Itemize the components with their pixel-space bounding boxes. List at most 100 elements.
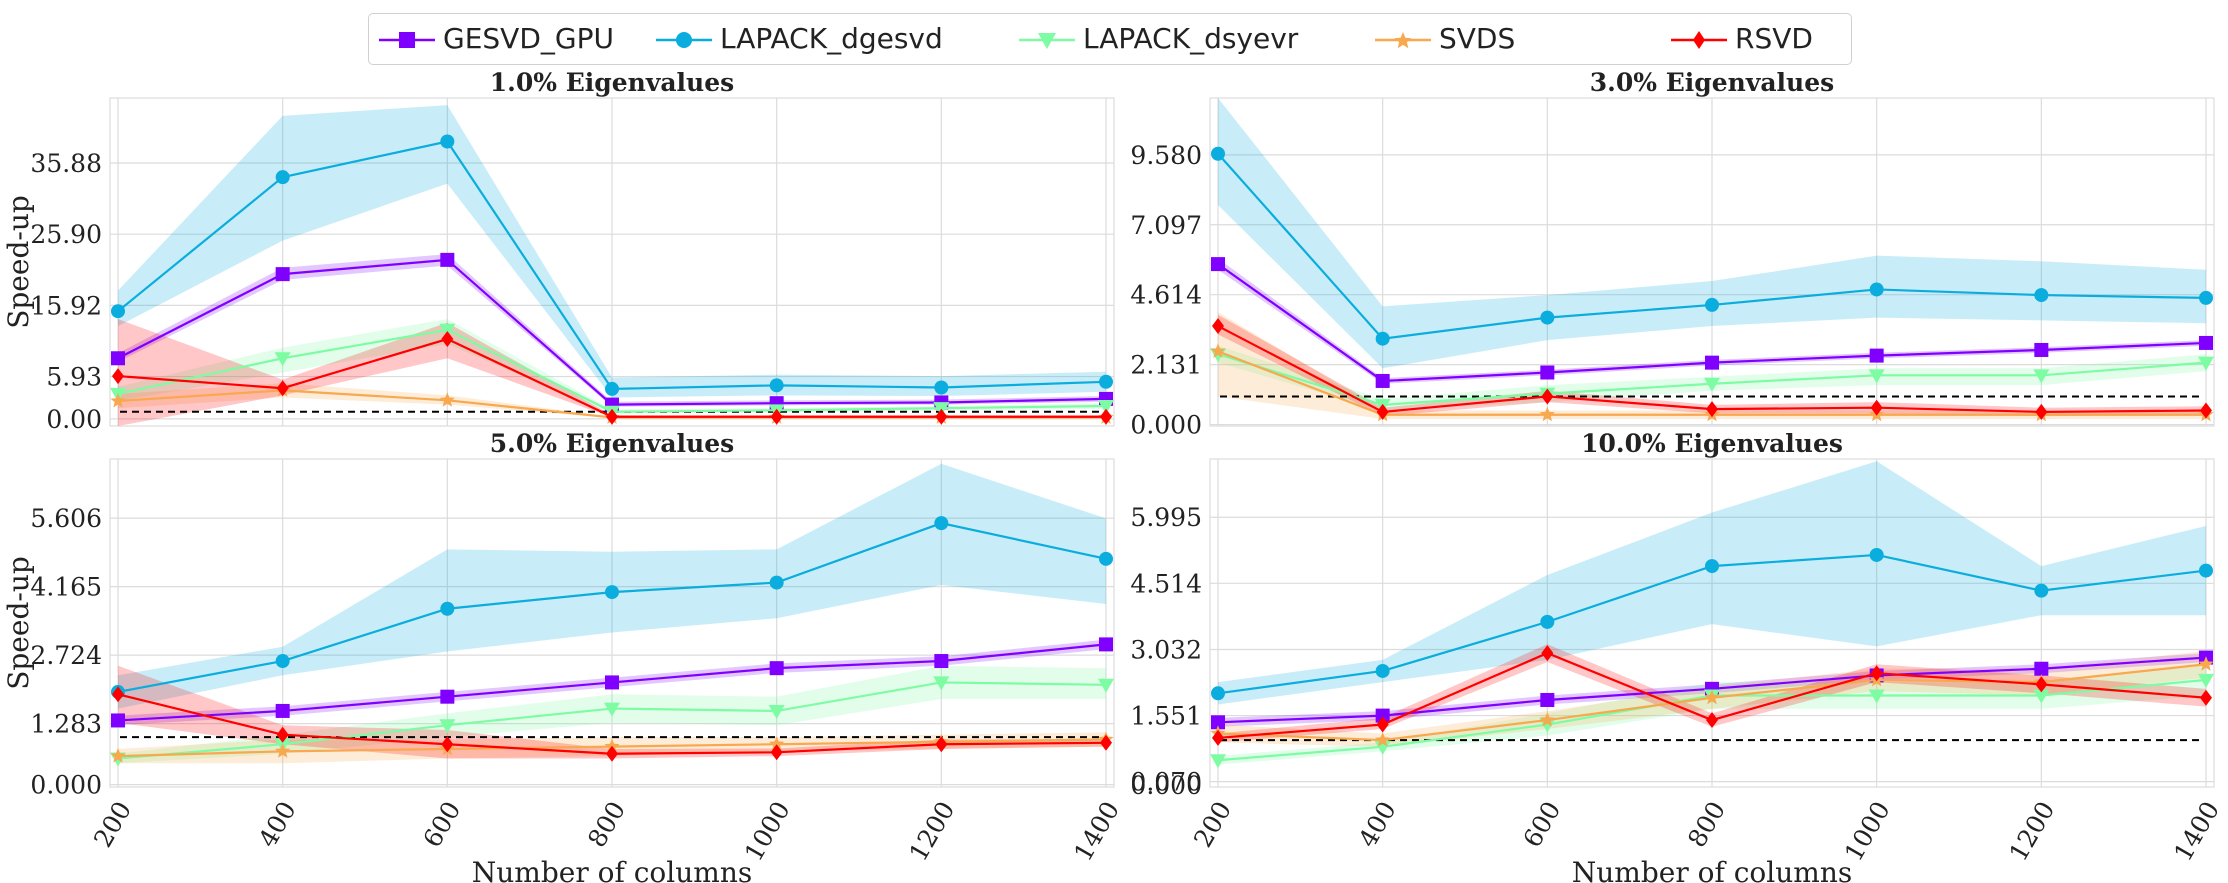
data-point-lapack-dgesvd xyxy=(2034,583,2049,598)
data-point-gesvd-gpu xyxy=(275,267,290,282)
data-point-lapack-dgesvd xyxy=(769,575,784,590)
data-point-lapack-dgesvd xyxy=(1099,374,1113,389)
legend: GESVD_GPU LAPACK_dgesvd LAPACK_dsyevr SV… xyxy=(368,13,1852,65)
data-point-rsvd xyxy=(2035,676,2048,693)
legend-label: GESVD_GPU xyxy=(443,22,614,55)
data-point-gesvd-gpu xyxy=(2199,335,2213,350)
data-point-lapack-dgesvd xyxy=(1705,559,1719,574)
data-point-gesvd-gpu xyxy=(2034,342,2049,357)
data-point-rsvd xyxy=(112,368,124,385)
data-point-rsvd xyxy=(441,331,454,348)
data-point-rsvd xyxy=(2035,403,2048,420)
data-point-lapack-dsyevr xyxy=(1098,678,1114,693)
data-point-rsvd xyxy=(1706,712,1718,729)
data-point-lapack-dsyevr xyxy=(2198,356,2214,371)
data-point-lapack-dgesvd xyxy=(2199,563,2213,578)
data-point-gesvd-gpu xyxy=(934,654,949,669)
data-point-lapack-dgesvd xyxy=(275,654,290,669)
data-point-lapack-dgesvd xyxy=(1540,310,1555,325)
data-point-lapack-dgesvd xyxy=(1375,663,1390,678)
data-point-gesvd-gpu xyxy=(605,675,619,690)
chart-panel-1-0-eigenvalues: 0.00 5.93 15.92 25.90 35.88 1.0% Eigenvalues S… xyxy=(2,68,1115,434)
y-tick-label: 7.097 xyxy=(1130,211,1202,240)
data-point-gesvd-gpu xyxy=(111,351,125,366)
chart-title: 1.0% Eigenvalues xyxy=(490,68,734,97)
confidence-band-svds xyxy=(118,383,1106,419)
y-tick-label: 1.283 xyxy=(30,710,102,739)
x-tick-label: 200 xyxy=(1188,796,1237,852)
x-tick-label: 1200 xyxy=(904,796,961,866)
data-point-lapack-dgesvd xyxy=(1211,686,1225,701)
confidence-band-rsvd xyxy=(118,319,1106,426)
data-point-lapack-dgesvd xyxy=(2034,288,2049,303)
data-point-gesvd-gpu xyxy=(275,703,290,718)
data-point-lapack-dgesvd xyxy=(440,134,455,149)
data-point-lapack-dgesvd xyxy=(1869,547,1884,562)
data-point-lapack-dsyevr xyxy=(604,702,620,717)
data-point-rsvd xyxy=(606,408,618,425)
data-point-lapack-dsyevr xyxy=(1210,754,1226,769)
data-point-svds xyxy=(439,392,455,407)
data-point-lapack-dsyevr xyxy=(2198,673,2214,688)
data-point-rsvd xyxy=(935,736,948,753)
y-tick-label: 5.995 xyxy=(1130,503,1202,532)
confidence-band-lapack-dgesvd xyxy=(1218,98,2206,369)
data-point-rsvd xyxy=(112,686,124,703)
data-point-rsvd xyxy=(1100,734,1112,751)
data-point-rsvd xyxy=(606,745,618,762)
data-point-rsvd xyxy=(1376,716,1389,733)
legend-label: SVDS xyxy=(1439,22,1516,55)
data-point-lapack-dgesvd xyxy=(440,601,455,616)
y-tick-label: 0.000 xyxy=(30,771,102,800)
x-tick-label: 600 xyxy=(1517,796,1566,852)
legend-label: LAPACK_dsyevr xyxy=(1083,22,1299,55)
data-point-rsvd xyxy=(1706,401,1718,418)
data-point-rsvd xyxy=(935,408,948,425)
data-point-lapack-dgesvd xyxy=(1375,331,1390,346)
data-point-lapack-dsyevr xyxy=(1868,689,1885,704)
x-tick-label: 600 xyxy=(417,796,466,852)
data-point-gesvd-gpu xyxy=(1375,708,1390,723)
y-tick-label: 2.131 xyxy=(1130,351,1202,380)
y-tick-label: 5.606 xyxy=(30,504,102,533)
data-point-lapack-dgesvd xyxy=(2199,290,2213,305)
data-point-rsvd xyxy=(1870,665,1883,682)
data-point-lapack-dsyevr xyxy=(1704,377,1720,392)
x-tick-label: 800 xyxy=(1682,796,1731,852)
data-point-rsvd xyxy=(2200,689,2212,706)
y-tick-label: 5.93 xyxy=(46,363,102,392)
chart-panel-3-0-eigenvalues: 0.000 2.131 4.614 7.097 9.580 3.0% Eigenvalue… xyxy=(1130,68,2215,440)
data-point-svds xyxy=(110,748,126,763)
data-point-svds xyxy=(1539,406,1555,422)
y-tick-label: 0.000 xyxy=(1130,771,1202,800)
data-point-rsvd xyxy=(1870,399,1883,416)
data-point-rsvd xyxy=(1212,729,1224,746)
confidence-band-lapack-dgesvd xyxy=(118,105,1106,398)
y-tick-label: 35.88 xyxy=(30,149,102,178)
data-point-lapack-dsyevr xyxy=(274,352,291,367)
data-point-gesvd-gpu xyxy=(440,252,455,267)
y-tick-label: 0.00 xyxy=(46,405,102,434)
y-tick-label: 4.165 xyxy=(30,573,102,602)
y-tick-label: 9.580 xyxy=(1130,141,1202,170)
data-point-lapack-dsyevr xyxy=(1098,400,1114,415)
y-tick-label: 15.92 xyxy=(30,291,102,320)
y-tick-label: 1.551 xyxy=(1130,702,1202,731)
y-tick-label: 2.724 xyxy=(30,641,102,670)
data-point-svds xyxy=(1375,732,1391,747)
data-point-lapack-dgesvd xyxy=(605,585,619,600)
x-tick-label: 400 xyxy=(253,796,302,852)
data-point-gesvd-gpu xyxy=(1375,373,1390,388)
data-point-rsvd xyxy=(1541,388,1554,405)
data-point-lapack-dgesvd xyxy=(934,380,949,395)
data-point-svds xyxy=(1210,343,1226,358)
y-tick-label: 4.614 xyxy=(1130,281,1202,310)
y-tick-label: 0.000 xyxy=(1130,411,1202,440)
legend-label: LAPACK_dgesvd xyxy=(720,22,943,55)
confidence-band-lapack-dgesvd xyxy=(1218,461,2206,705)
data-point-rsvd xyxy=(276,380,289,397)
data-point-lapack-dsyevr xyxy=(2033,689,2050,704)
x-tick-label: 200 xyxy=(88,796,137,852)
